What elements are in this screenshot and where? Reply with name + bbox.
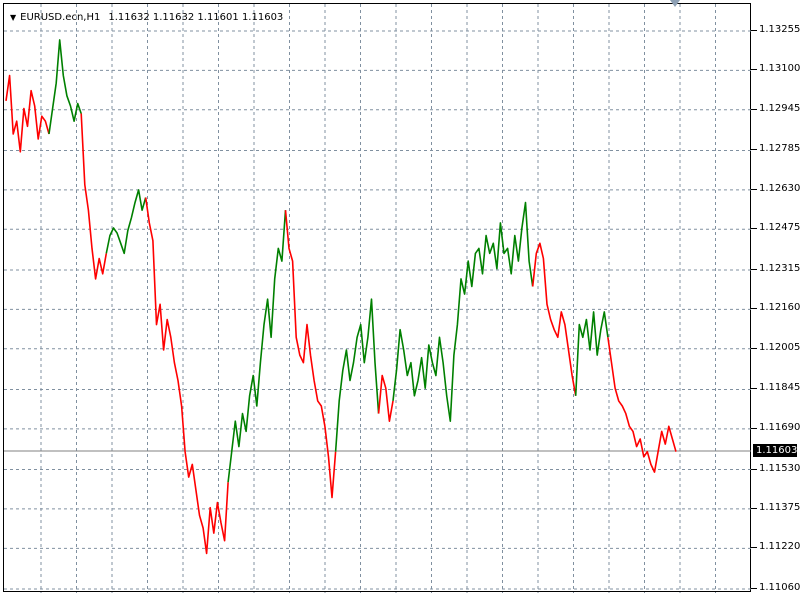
symbol-label: EURUSD.ecn,H1: [20, 12, 101, 23]
price-label: 1.13100: [759, 63, 800, 75]
price-label: 1.12005: [759, 341, 800, 353]
price-plot[interactable]: [4, 4, 752, 593]
price-series-9: [392, 201, 534, 423]
price-tick: [751, 268, 757, 270]
price-label: 1.11375: [759, 501, 800, 513]
price-tick: [751, 308, 757, 310]
price-series-12: [607, 337, 677, 473]
price-label: 1.12945: [759, 102, 800, 114]
ohlc-values: 1.11632 1.11632 1.11601 1.11603: [108, 12, 284, 23]
price-label: 1.11220: [759, 541, 800, 553]
price-tick: [751, 468, 757, 470]
price-tick: [751, 228, 757, 230]
price-label: 1.11060: [759, 582, 800, 593]
chart-area[interactable]: ▼ EURUSD.ecn,H1 1.11632 1.11632 1.11601 1.…: [3, 3, 752, 593]
price-series-4: [144, 197, 229, 555]
price-label: 1.12785: [759, 143, 800, 155]
price-series-2: [80, 113, 108, 280]
price-label: 1.12475: [759, 222, 800, 234]
price-series-6: [284, 210, 337, 499]
price-label: 1.12630: [759, 182, 800, 194]
price-series-8: [377, 374, 394, 423]
price-scale[interactable]: 1.13255 1.13100 1.12945 1.12785 1.12630 1.124…: [751, 0, 800, 600]
price-tick: [751, 588, 757, 589]
price-label: 1.13255: [759, 24, 800, 35]
price-series-0: [5, 74, 50, 153]
price-tick: [751, 149, 757, 151]
chart-shift-marker-icon[interactable]: [670, 0, 680, 8]
price-tick: [751, 427, 757, 429]
price-series-11: [574, 311, 609, 396]
price-label: 1.11845: [759, 382, 800, 394]
price-label: 1.11530: [759, 462, 800, 474]
price-tick: [751, 69, 757, 71]
chart-header: ▼ EURUSD.ecn,H1 1.11632 1.11632 1.11601 1.…: [10, 12, 283, 23]
price-tick: [751, 108, 757, 110]
triangle-down-icon[interactable]: ▼: [10, 13, 17, 22]
price-tick: [751, 30, 757, 31]
current-price-label: 1.11603: [753, 443, 797, 457]
price-series-7: [334, 298, 380, 452]
price-label: 1.12160: [759, 302, 800, 314]
price-tick: [751, 347, 757, 349]
price-tick: [751, 507, 757, 509]
price-series-3: [105, 189, 147, 255]
price-series-10: [531, 242, 577, 396]
price-tick: [751, 547, 757, 549]
price-series-5: [227, 210, 287, 483]
price-label: 1.11690: [759, 421, 800, 433]
price-series-1: [48, 39, 82, 135]
price-tick: [751, 188, 757, 190]
price-tick: [751, 388, 757, 390]
price-label: 1.12315: [759, 262, 800, 274]
